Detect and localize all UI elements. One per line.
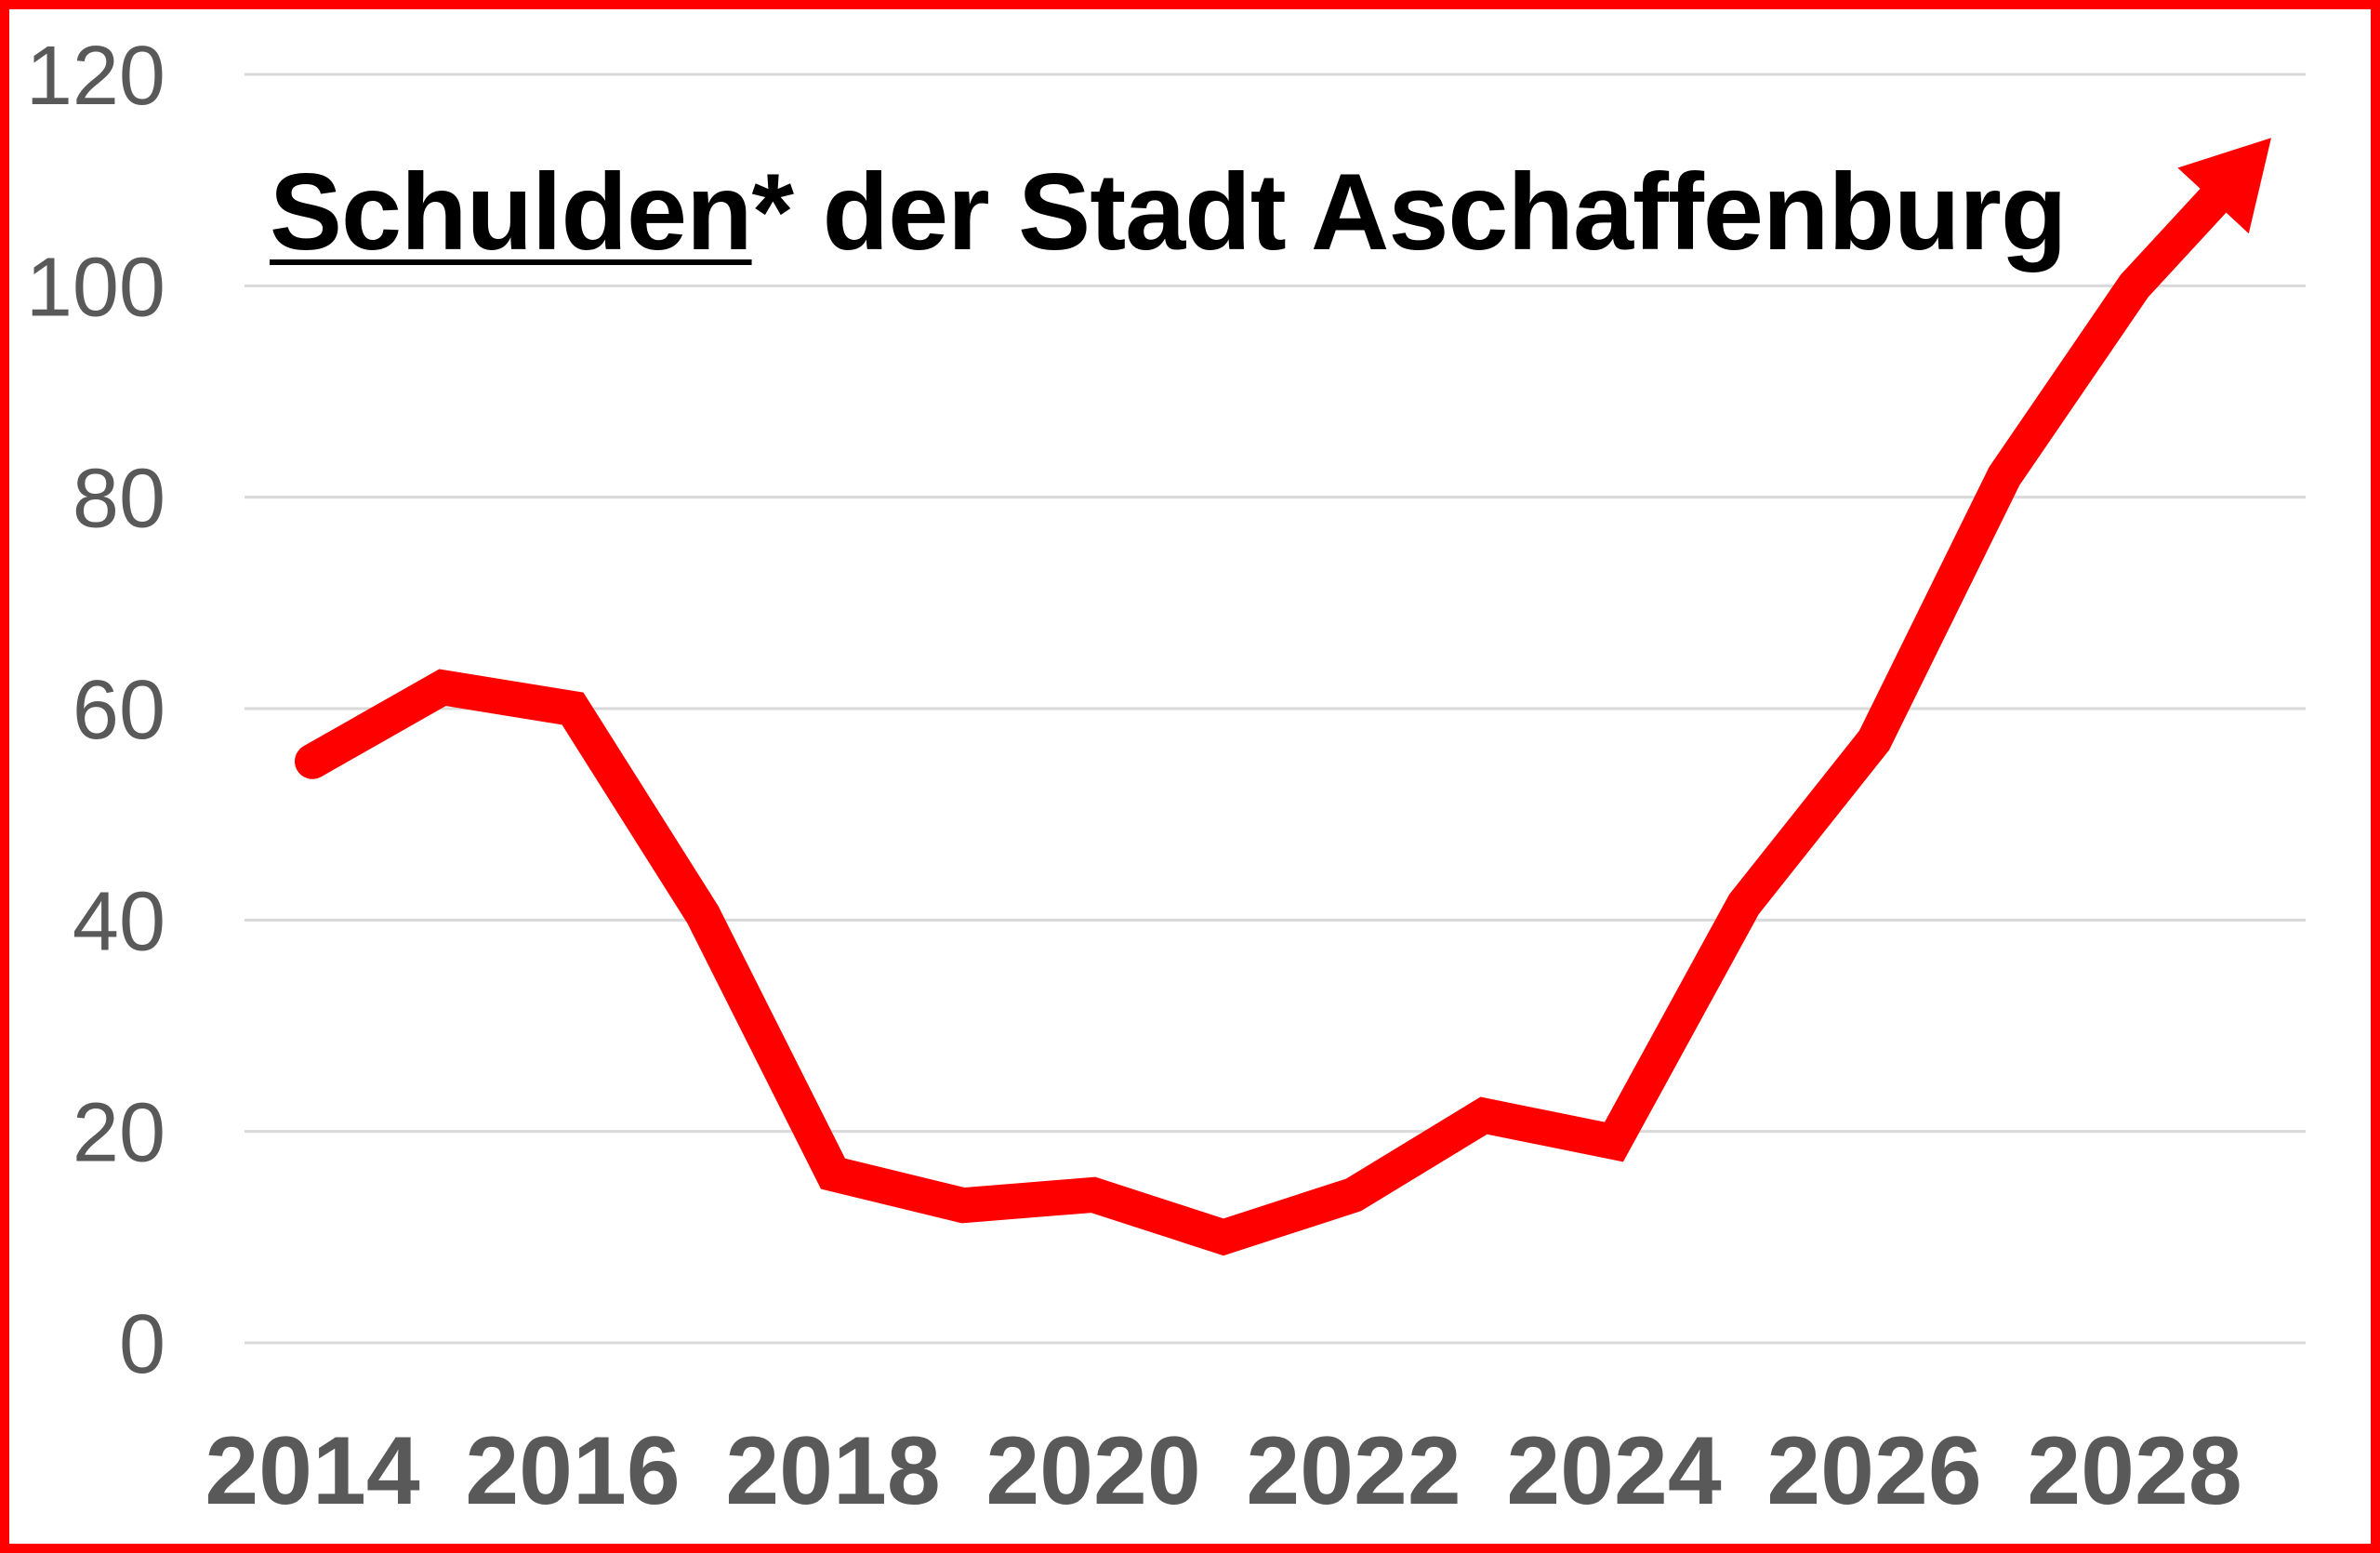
x-axis-tick-label: 2024 — [1506, 1417, 1722, 1525]
x-axis-tick-label: 2022 — [1246, 1417, 1461, 1525]
chart-title: Schulden* der Stadt Aschaffenburg — [270, 151, 2066, 272]
y-axis-tick-label: 100 — [26, 241, 165, 334]
x-axis-tick-label: 2018 — [725, 1417, 940, 1525]
y-axis-tick-label: 80 — [73, 453, 165, 546]
x-axis-tick-label: 2028 — [2027, 1417, 2241, 1525]
y-axis-tick-label: 60 — [73, 664, 165, 757]
x-axis-tick-label: 2014 — [205, 1417, 420, 1525]
x-axis-tick-label: 2016 — [465, 1417, 680, 1525]
x-axis-tick-label: 2026 — [1766, 1417, 1981, 1525]
title-underline — [270, 259, 752, 265]
y-axis-tick-label: 40 — [73, 875, 165, 968]
y-axis-tick-label: 120 — [26, 30, 165, 123]
trend-arrowhead-icon — [2177, 138, 2271, 234]
x-axis-tick-label: 2020 — [985, 1417, 1200, 1525]
y-axis-tick-label: 20 — [73, 1087, 165, 1180]
debt-line-series — [295, 179, 2235, 1256]
y-axis-tick-label: 0 — [119, 1298, 165, 1391]
